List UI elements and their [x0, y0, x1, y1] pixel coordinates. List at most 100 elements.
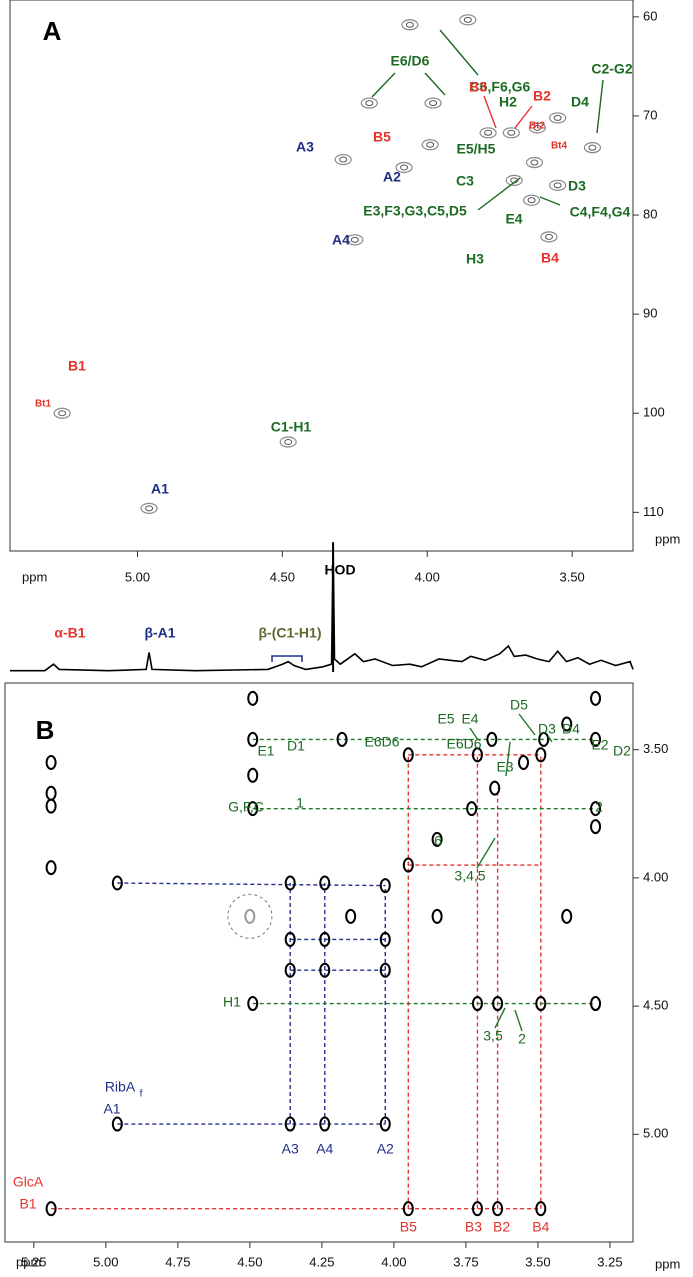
- y-axis-label: ppm: [655, 1256, 680, 1271]
- cross-peak: [334, 153, 352, 166]
- peak-label: Bt4: [551, 141, 568, 152]
- contour-inner: [350, 236, 359, 243]
- peak-label: 1: [296, 795, 304, 811]
- cross-peak: [489, 780, 501, 796]
- peak-label: E1: [257, 743, 274, 759]
- peak-label: E4: [461, 711, 478, 727]
- peak-label: A1: [103, 1101, 120, 1117]
- peak-label: E5: [437, 711, 454, 727]
- peak-label: E5/H5: [457, 141, 496, 157]
- contour-inner: [553, 182, 562, 189]
- cross-peak: [402, 747, 414, 763]
- cross-peak: [471, 996, 483, 1012]
- peak-label: E4: [505, 211, 522, 227]
- cross-peak: [247, 996, 259, 1012]
- cross-peak: [336, 731, 348, 747]
- cross-peak: [345, 908, 357, 924]
- cross-peak: [561, 908, 573, 924]
- contour-inner: [484, 129, 493, 136]
- panel-b-frame: [4, 682, 634, 1243]
- y-axis-label: ppm: [655, 531, 680, 546]
- peak-label: B3: [469, 79, 487, 95]
- leader-line: [424, 72, 446, 96]
- x-tick-label: 3.25: [597, 1254, 622, 1269]
- peak-label: B2: [533, 88, 551, 104]
- peak-label: RibA: [105, 1079, 136, 1095]
- contour-inner: [365, 100, 374, 107]
- cross-peak: [45, 860, 57, 876]
- peak-label: H1: [223, 994, 241, 1010]
- cross-peak: [319, 931, 331, 947]
- peak-label: A3: [296, 139, 314, 155]
- cross-peak: [518, 754, 530, 770]
- leader-line: [476, 837, 496, 869]
- cross-peak: [471, 1201, 483, 1217]
- contour-inner: [527, 197, 536, 204]
- peak-label: D4: [571, 94, 589, 110]
- cross-peak: [140, 502, 158, 514]
- cross-peak: [421, 139, 439, 151]
- cross-peak: [111, 1116, 123, 1132]
- cross-peak: [247, 801, 259, 817]
- cross-peak: [492, 1201, 504, 1217]
- x-tick-label: 3.75: [453, 1254, 478, 1269]
- x-axis-label: ppm: [16, 1254, 41, 1269]
- bracket: [271, 655, 303, 662]
- peak-label: Bt1: [35, 399, 52, 410]
- x-tick-label: 4.75: [165, 1254, 190, 1269]
- peak-label: 3,4,5: [454, 868, 485, 884]
- cross-peak: [479, 127, 497, 139]
- cross-peak: [431, 831, 443, 847]
- cross-peak: [486, 731, 498, 747]
- cross-peak: [284, 962, 296, 978]
- cross-peak: [45, 1201, 57, 1217]
- contour-inner: [405, 21, 414, 28]
- cross-peak: [535, 996, 547, 1012]
- y-tick-label: 110: [643, 504, 664, 519]
- peak-label: H2: [499, 94, 517, 110]
- contour-inner: [145, 505, 154, 512]
- peak-label: A2: [383, 169, 401, 185]
- y-tick-label: 3.50: [643, 741, 668, 756]
- x-tick-label: 5.00: [125, 569, 150, 584]
- peak-label: H3: [466, 251, 484, 267]
- contour-inner: [58, 410, 67, 417]
- cross-peak: [319, 1116, 331, 1132]
- cross-peak: [45, 785, 57, 801]
- peak-label: B2: [493, 1219, 510, 1235]
- contour-inner: [533, 124, 542, 131]
- leader-line: [483, 95, 497, 129]
- peak-label: C6,F6,G6: [470, 79, 531, 95]
- peak-label: E6D6: [446, 736, 481, 752]
- highlight-circle: [227, 893, 273, 939]
- peak-label: B4: [532, 1219, 549, 1235]
- x-tick-label: 3.50: [525, 1254, 550, 1269]
- cross-peak: [402, 857, 414, 873]
- peak-label: D1: [287, 738, 305, 754]
- cross-peak: [590, 690, 602, 706]
- leader-line: [539, 196, 561, 206]
- peak-label: 2: [518, 1031, 526, 1047]
- cross-peak: [247, 767, 259, 783]
- contour-inner: [429, 100, 438, 107]
- panel-a-frame: [9, 0, 634, 552]
- cross-peak: [540, 231, 558, 243]
- cross-peak: [247, 690, 259, 706]
- cross-peak: [284, 931, 296, 947]
- cross-peak: [590, 731, 602, 747]
- x-tick-label: 4.50: [270, 569, 295, 584]
- cross-peak: [401, 19, 419, 31]
- contour-inner: [463, 16, 472, 23]
- cross-peak: [528, 122, 546, 134]
- cross-peak: [505, 174, 523, 186]
- spectrum-label: HOD: [324, 562, 355, 578]
- leader-line: [371, 72, 396, 98]
- leader-line: [439, 29, 479, 76]
- peak-label: 2: [595, 799, 603, 815]
- peak-label: C1-H1: [271, 419, 312, 435]
- x-tick-label: 4.25: [309, 1254, 334, 1269]
- cross-peak: [244, 908, 256, 924]
- peak-label: Bt2: [529, 121, 546, 132]
- contour-inner: [507, 129, 516, 136]
- cross-peak: [561, 716, 573, 732]
